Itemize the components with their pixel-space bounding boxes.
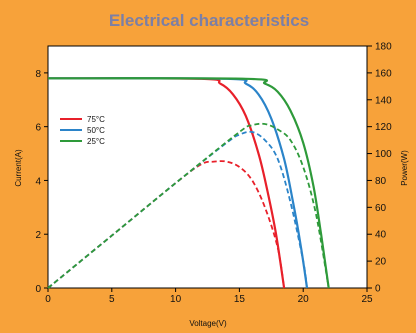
plot-area [47, 45, 368, 289]
power-curve-25c [47, 122, 330, 289]
y-tick-label: 6 [35, 123, 41, 134]
y2-tick-label: 160 [375, 68, 392, 79]
chart-title: Electrical characteristics [109, 11, 309, 30]
y2-tick-label: 180 [375, 42, 392, 53]
x-axis-label: Voltage(V) [189, 319, 227, 328]
y2-tick-label: 120 [375, 122, 392, 133]
y-tick-label: 4 [35, 176, 41, 187]
y2-tick-label: 0 [375, 284, 381, 295]
y-axis-label: Current(A) [14, 149, 23, 187]
y2-tick-label: 140 [375, 95, 392, 106]
y2-tick-label: 80 [375, 176, 387, 187]
x-tick-label: 15 [234, 294, 246, 305]
x-tick-label: 25 [361, 294, 373, 305]
x-tick-label: 5 [109, 294, 115, 305]
y-tick-label: 0 [35, 284, 41, 295]
y-tick-label: 8 [35, 69, 41, 80]
legend-label-50c: 50°C [87, 126, 105, 135]
legend-label-25c: 25°C [87, 137, 105, 146]
y-tick-label: 2 [35, 230, 41, 241]
y2-tick-label: 60 [375, 203, 387, 214]
y2-tick-label: 20 [375, 257, 387, 268]
y2-tick-label: 40 [375, 230, 387, 241]
iv-curve-25c [47, 77, 330, 289]
y2-axis-label: Power(W) [400, 150, 409, 186]
legend-label-75c: 75°C [87, 115, 105, 124]
legend: 75°C 50°C 25°C [60, 115, 105, 146]
x-tick-label: 0 [45, 294, 51, 305]
x-tick-label: 20 [298, 294, 310, 305]
curves-group [47, 77, 330, 289]
x-tick-label: 10 [170, 294, 182, 305]
y2-tick-label: 100 [375, 149, 392, 160]
